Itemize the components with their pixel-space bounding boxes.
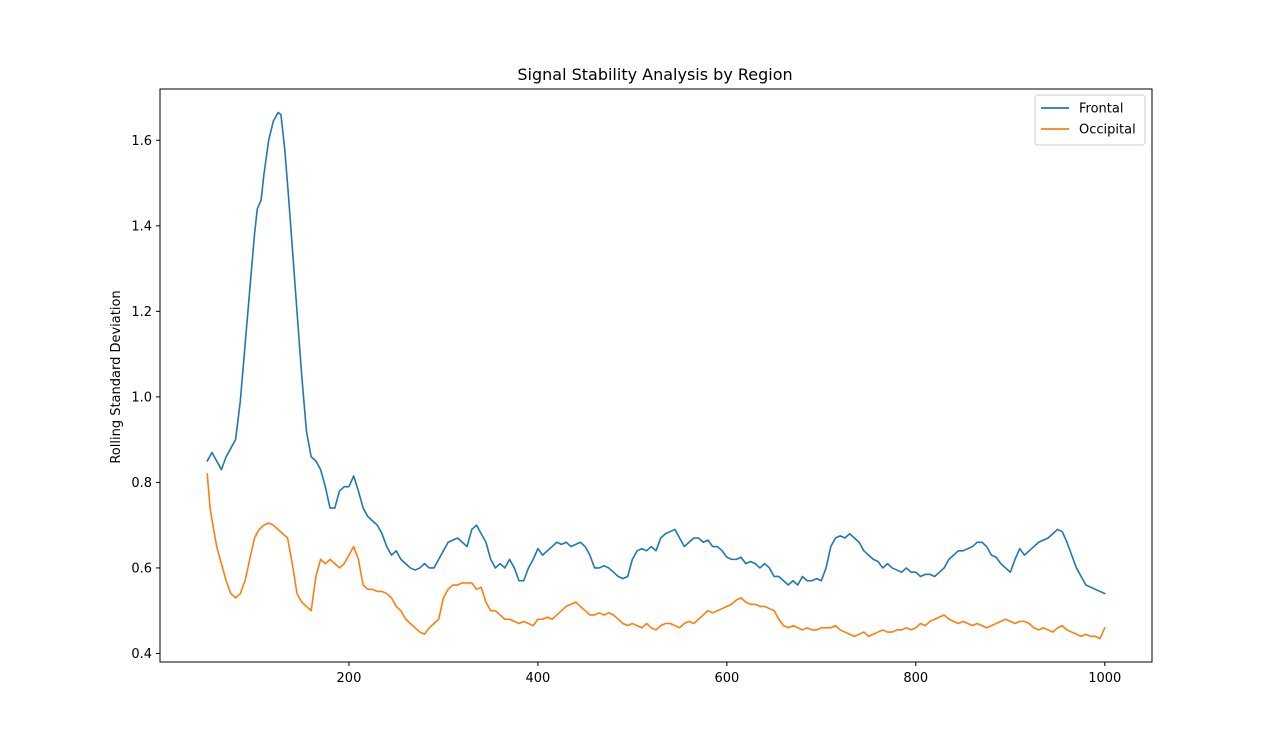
legend-label-occipital: Occipital (1079, 123, 1136, 138)
x-tick-label: 600 (714, 671, 739, 686)
axes-frame (159, 88, 1153, 663)
x-tick-label: 400 (525, 671, 550, 686)
y-tick-label: 1.6 (131, 134, 152, 149)
y-axis-label: Rolling Standard Deviation (109, 290, 124, 463)
series-line-occipital (206, 473, 1106, 640)
x-tick-label: 800 (903, 671, 928, 686)
y-tick-label: 1.4 (131, 219, 152, 234)
y-tick-label: 0.6 (131, 561, 152, 576)
y-tick-label: 0.4 (131, 647, 152, 662)
y-tick-label: 1.2 (131, 305, 152, 320)
legend: Frontal Occipital (1034, 94, 1146, 146)
legend-label-frontal: Frontal (1079, 102, 1123, 117)
chart-title: Signal Stability Analysis by Region (517, 65, 792, 84)
x-tick-label: 200 (337, 671, 362, 686)
x-tick-label: 1000 (1088, 671, 1121, 686)
plot-area: 200 400 600 800 1000 0.4 0.6 0.8 1.0 1.2 1.4 1.6 (131, 88, 1153, 686)
y-tick-label: 1.0 (131, 390, 152, 405)
y-tick-label: 0.8 (131, 476, 152, 491)
series-line-frontal (206, 111, 1106, 595)
